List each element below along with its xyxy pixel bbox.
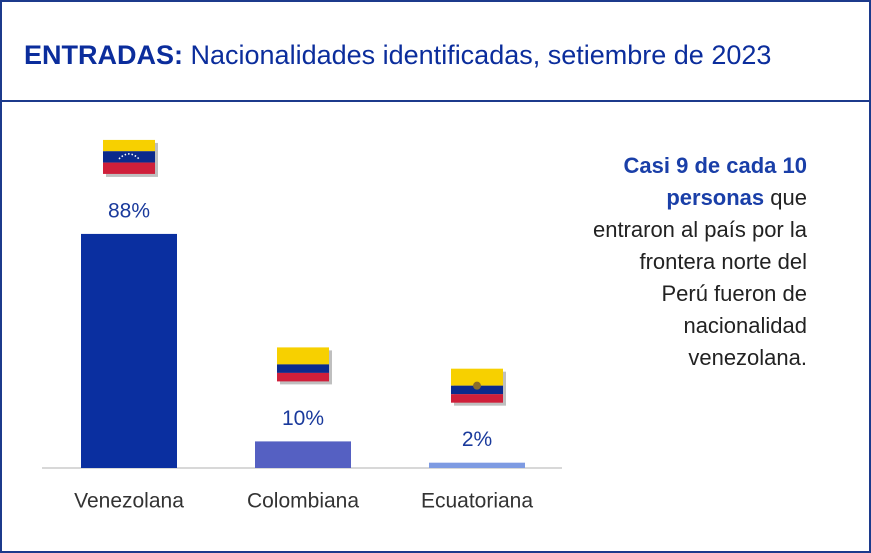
flag-crest <box>473 381 481 390</box>
flag <box>277 347 332 385</box>
bar <box>429 462 525 468</box>
bar <box>255 441 351 468</box>
flag-stripe <box>277 372 329 382</box>
flag-stars <box>118 153 140 160</box>
x-tick-label: Venezolana <box>74 490 184 513</box>
flag-stripe <box>103 162 155 174</box>
annotation: Casi 9 de cada 10 personas que entraron … <box>592 150 807 374</box>
value-label: 88% <box>108 199 150 222</box>
flag-stripe <box>277 347 329 365</box>
flag <box>103 139 158 177</box>
flag-stripe <box>451 385 503 395</box>
value-label: 2% <box>462 428 492 451</box>
bar <box>81 233 177 468</box>
flag-stripe <box>103 151 155 163</box>
title-text: Nacionalidades identificadas, setiembre … <box>190 40 772 70</box>
chart-title: ENTRADAS: Nacionalidades identificadas, … <box>24 40 771 71</box>
flag-stripe <box>451 368 503 386</box>
annotation-text: que entraron al país por la frontera nor… <box>592 185 807 370</box>
x-tick-label: Colombiana <box>247 490 359 513</box>
title-lead: ENTRADAS: <box>24 40 183 70</box>
header: ENTRADAS: Nacionalidades identificadas, … <box>2 2 869 102</box>
flag-stripe <box>277 364 329 373</box>
flag <box>451 368 506 406</box>
value-label: 10% <box>282 407 324 430</box>
flag-stripe <box>451 394 503 403</box>
flag-stripe <box>103 139 155 152</box>
x-tick-label: Ecuatoriana <box>421 490 533 513</box>
annotation-lead: Casi 9 de cada 10 personas <box>623 153 807 210</box>
